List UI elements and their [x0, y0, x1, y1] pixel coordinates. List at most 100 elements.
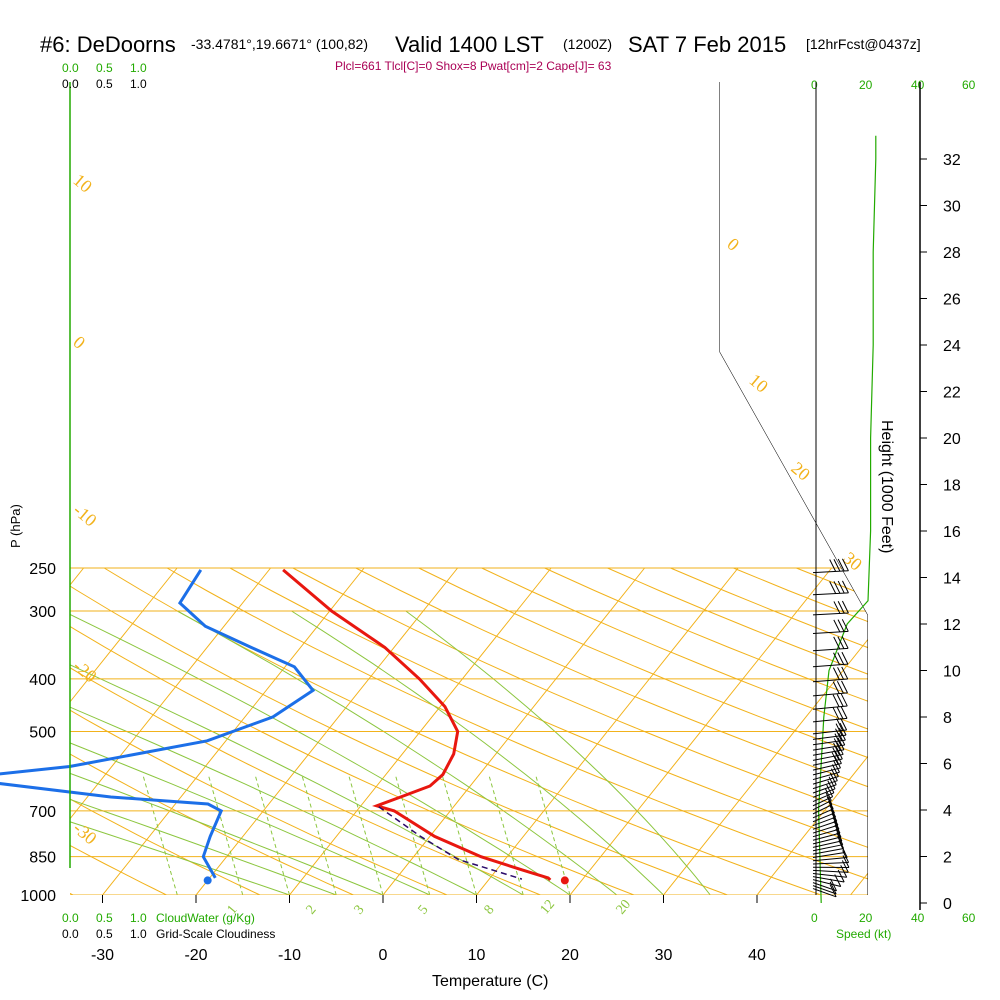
wind-barb — [812, 663, 848, 668]
wind-bot-0: 0 — [811, 911, 818, 925]
wind-barb-flag — [832, 764, 839, 777]
dry-adiabat — [229, 567, 868, 895]
dry-adiabat — [607, 567, 868, 895]
wind-barb-flag — [833, 742, 841, 756]
wind-barb-flag — [837, 836, 845, 849]
wind-barb — [812, 856, 848, 862]
wind-barb-flag — [837, 869, 845, 883]
wind-barb — [812, 861, 849, 865]
indices-line: Plcl=661 Tlcl[C]=0 Shox=8 Pwat[cm]=2 Cap… — [335, 59, 612, 73]
wind-barb-flag — [834, 751, 842, 764]
wind-barb — [812, 692, 848, 697]
cl-bot-0: 0.0 — [62, 927, 79, 941]
forecast-label: [12hrFcst@0437z] — [806, 36, 921, 52]
height-tick-label: 14 — [943, 571, 961, 588]
mixing-ratio-line — [301, 774, 337, 895]
cw-top-2: 1.0 — [130, 61, 147, 75]
moist-adiabat — [177, 610, 618, 895]
mixing-ratio-line — [142, 774, 178, 895]
wind-barb-flag — [840, 706, 848, 719]
isotherm-label: -20 — [69, 656, 100, 687]
moist-adiabat — [70, 610, 477, 895]
mixing-ratio-label: 8 — [482, 903, 498, 918]
wind-barb-flag — [829, 804, 837, 818]
temp-tick-label: -20 — [184, 947, 207, 964]
wind-barb — [812, 888, 837, 898]
wind-barb-flag — [836, 681, 844, 694]
valid-date: SAT 7 Feb 2015 — [628, 32, 786, 57]
cl-bot-2: 1.0 — [130, 927, 147, 941]
height-tick-label: 2 — [943, 850, 952, 867]
wind-barb-flag — [824, 788, 832, 801]
wind-barb — [812, 788, 836, 798]
wind-top-0: 0 — [811, 78, 818, 92]
wind-barb — [812, 840, 843, 848]
height-tick-label: 16 — [943, 524, 961, 541]
wind-top-2: 40 — [911, 78, 925, 92]
mixing-ratio-line — [488, 774, 524, 895]
isotherm-label: 0 — [69, 332, 89, 353]
cl-top-2: 1.0 — [130, 77, 147, 91]
temp-tick-label: 0 — [379, 947, 388, 964]
wind-barb-flag — [841, 636, 849, 649]
parcel-line — [378, 806, 523, 880]
cw-bot-2: 1.0 — [130, 911, 147, 925]
wind-barb-flag — [842, 580, 849, 594]
wind-barb-flag — [840, 865, 848, 878]
wind-barb-flag — [835, 723, 843, 736]
wind-barb-flag — [832, 747, 840, 761]
moist-adiabat — [70, 610, 524, 895]
station-title: #6: DeDoorns — [40, 32, 176, 57]
wind-barb — [812, 844, 843, 852]
mixing-ratio-label: 12 — [538, 897, 558, 917]
wind-barb-flag — [829, 772, 837, 785]
wind-barb-flag — [836, 718, 844, 731]
station-coords: -33.4781°,19.6671° (100,82) — [191, 36, 368, 52]
wind-barb-flag — [835, 828, 843, 842]
wind-barb-flag — [833, 581, 841, 594]
wind-barb-flag — [829, 581, 837, 594]
wind-barb — [812, 885, 837, 895]
wind-barb-flag — [838, 727, 846, 741]
wind-barb — [812, 869, 849, 873]
dry-adiabat — [481, 567, 868, 895]
isotherm-line — [850, 567, 868, 895]
dry-adiabat — [70, 567, 448, 895]
wind-barb-flag — [840, 693, 848, 707]
height-tick-label: 22 — [943, 385, 961, 402]
pressure-tick-label: 300 — [29, 604, 56, 621]
cl-bot-1: 0.5 — [96, 927, 113, 941]
dry-adiabat — [70, 567, 354, 895]
cloudwater-label: CloudWater (g/Kg) — [156, 911, 255, 925]
valid-time: Valid 1400 LST — [395, 32, 544, 57]
temp-tick-label: 30 — [655, 947, 673, 964]
wind-barb-flag — [841, 666, 849, 680]
wind-barb-flag — [837, 600, 845, 614]
wind-barb-flag — [842, 850, 850, 863]
wind-barb — [812, 879, 841, 888]
wind-barb-flag — [833, 601, 841, 614]
cloudiness-label: Grid-Scale Cloudiness — [156, 927, 275, 941]
wind-barb-flag — [829, 559, 837, 572]
wind-barb-flag — [840, 717, 848, 731]
dry-adiabat — [103, 567, 822, 895]
wind-barb — [812, 776, 839, 785]
wind-barb-flag — [837, 558, 845, 572]
cl-top-1: 0.5 — [96, 77, 113, 91]
wind-barb-flag — [842, 855, 850, 868]
wind-barb — [812, 612, 849, 616]
wind-top-1: 20 — [859, 78, 873, 92]
mixing-ratio-label: 2 — [304, 903, 320, 918]
wind-barb-flag — [828, 800, 835, 814]
height-tick-label: 18 — [943, 478, 961, 495]
wind-barb — [812, 847, 844, 855]
wind-barb-flag — [829, 881, 837, 895]
wind-barb-flag — [840, 845, 848, 858]
wind-barb-flag — [837, 580, 845, 594]
wind-barb — [812, 749, 845, 756]
wind-barb-flag — [834, 755, 841, 769]
isotherm-label: 10 — [69, 170, 96, 197]
wind-barb-flag — [833, 559, 841, 572]
wind-barb-flag — [834, 824, 842, 838]
